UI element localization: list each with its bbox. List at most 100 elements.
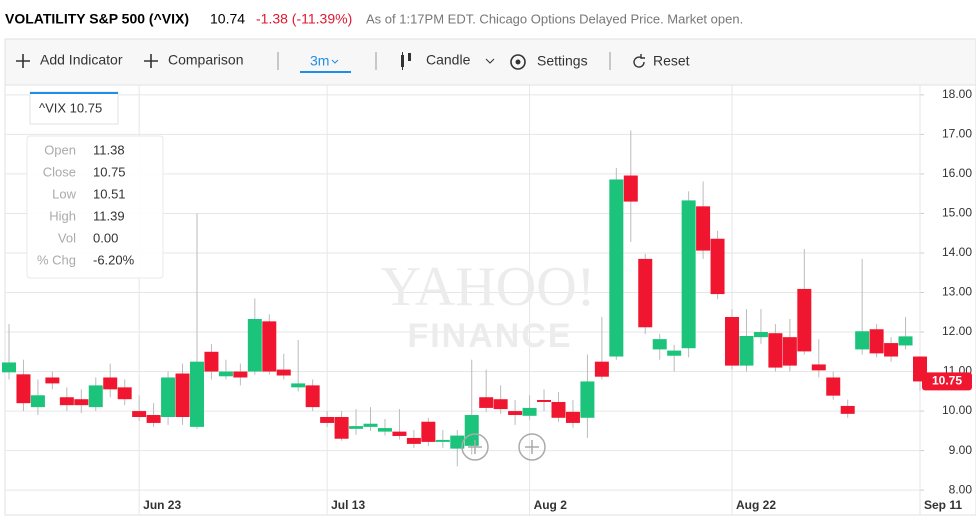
candle-body xyxy=(508,411,523,416)
tooltip-value: 0.00 xyxy=(93,230,118,245)
candle-body xyxy=(377,428,392,432)
last-price: 10.74 xyxy=(210,11,245,27)
y-tick-label: 10.00 xyxy=(942,403,972,417)
symbol-title: VOLATILITY S&P 500 (^VIX) xyxy=(5,11,189,27)
quote-note: As of 1:17PM EDT. Chicago Options Delaye… xyxy=(366,11,743,26)
watermark: FINANCE xyxy=(407,317,572,355)
candle-body xyxy=(739,335,754,366)
zoom-out-button[interactable] xyxy=(461,433,489,461)
candle-body xyxy=(233,371,248,378)
y-tick-label: 13.00 xyxy=(942,285,972,299)
candle-body xyxy=(247,318,262,372)
add-icon xyxy=(16,54,30,68)
reset-icon xyxy=(633,54,645,68)
reset-button[interactable]: Reset xyxy=(653,53,690,69)
tooltip-key: Vol xyxy=(58,230,76,245)
settings-button[interactable]: Settings xyxy=(537,53,588,69)
candle-body xyxy=(132,411,147,417)
candle-body xyxy=(45,377,60,384)
candle-body xyxy=(117,387,132,400)
chart-type-chevron xyxy=(485,58,495,64)
candle-body xyxy=(797,288,812,352)
comparison-button[interactable]: Comparison xyxy=(168,52,243,68)
candle-body xyxy=(623,175,638,202)
tooltip-value: 10.75 xyxy=(93,164,126,179)
candle-body xyxy=(479,397,494,408)
candle-body xyxy=(667,350,682,356)
candle-body xyxy=(725,317,740,366)
candle-body xyxy=(609,179,624,357)
range-chevron xyxy=(331,59,339,64)
candle-body xyxy=(2,362,16,373)
candle-body xyxy=(103,377,118,390)
y-tick-label: 12.00 xyxy=(942,324,972,338)
x-tick-label: Jun 23 xyxy=(143,498,181,512)
tooltip-key: Open xyxy=(44,142,76,157)
candle-body xyxy=(175,373,190,417)
candle-body xyxy=(537,400,552,402)
tooltip-rows: Open 11.38 Close 10.75 Low 10.51 High 11.39 Vol 0… xyxy=(37,142,135,267)
symbol-badge-label: ^VIX 10.75 xyxy=(39,100,102,115)
candle-body xyxy=(811,364,826,371)
y-tick-label: 15.00 xyxy=(942,206,972,220)
tooltip-value: 10.51 xyxy=(93,186,126,201)
add-indicator-button[interactable]: Add Indicator xyxy=(40,52,123,68)
candle-body xyxy=(88,385,103,408)
range-button[interactable]: 3m xyxy=(310,53,329,69)
candle-body xyxy=(681,200,696,349)
x-tick-label: Jul 13 xyxy=(331,498,365,512)
candle-body xyxy=(305,385,320,408)
tooltip-key: Close xyxy=(43,164,76,179)
candle-body xyxy=(826,377,841,396)
candle-body xyxy=(782,337,797,366)
last-price-tag-label: 10.75 xyxy=(932,374,962,388)
candle-body xyxy=(218,371,233,377)
x-tick-label: Sep 11 xyxy=(924,498,962,512)
candle-body xyxy=(884,343,899,357)
candle-body xyxy=(276,369,291,376)
candle-body xyxy=(291,383,306,388)
candle-body xyxy=(146,415,161,423)
tooltip-value: 11.39 xyxy=(93,208,125,223)
tooltip-value: -6.20% xyxy=(93,252,135,267)
candle-body xyxy=(392,431,407,436)
last-price-tag xyxy=(922,372,972,391)
candle-body xyxy=(840,405,855,414)
symbol-badge xyxy=(29,91,119,125)
candle-body xyxy=(421,421,436,442)
candle-body xyxy=(320,417,335,423)
candle-body xyxy=(768,333,783,368)
tooltip-key: Low xyxy=(52,186,76,201)
candle-body xyxy=(652,339,667,350)
y-tick-label: 14.00 xyxy=(942,245,972,259)
candle-body xyxy=(435,439,450,442)
candle-body xyxy=(869,329,884,354)
x-tick-label: Aug 22 xyxy=(736,498,776,512)
plot-frame xyxy=(4,84,976,516)
candle-body xyxy=(696,206,711,251)
candle-body xyxy=(349,426,364,429)
candle-body xyxy=(161,377,176,417)
zoom-in-button[interactable] xyxy=(518,433,546,461)
y-tick-label: 8.00 xyxy=(949,482,973,496)
candle-body xyxy=(710,238,725,295)
chart-type-button[interactable]: Candle xyxy=(426,52,471,68)
candle-body xyxy=(30,395,45,408)
tooltip-value: 11.38 xyxy=(93,142,125,157)
candle-body xyxy=(189,361,204,427)
add-icon xyxy=(144,54,158,68)
candle-body xyxy=(855,331,870,350)
candle-body xyxy=(551,401,566,418)
candle-body xyxy=(898,336,913,346)
candle-body xyxy=(464,415,479,446)
candle-body xyxy=(16,374,31,404)
candle-body xyxy=(334,417,349,439)
tooltip-key: High xyxy=(49,208,76,223)
y-tick-label: 16.00 xyxy=(942,166,972,180)
candle-body xyxy=(638,258,653,328)
symbol-badge-accent xyxy=(30,92,118,94)
candle-body xyxy=(363,423,378,427)
candle-body xyxy=(753,332,768,338)
range-underline xyxy=(300,71,351,73)
y-tick-label: 9.00 xyxy=(949,443,973,457)
